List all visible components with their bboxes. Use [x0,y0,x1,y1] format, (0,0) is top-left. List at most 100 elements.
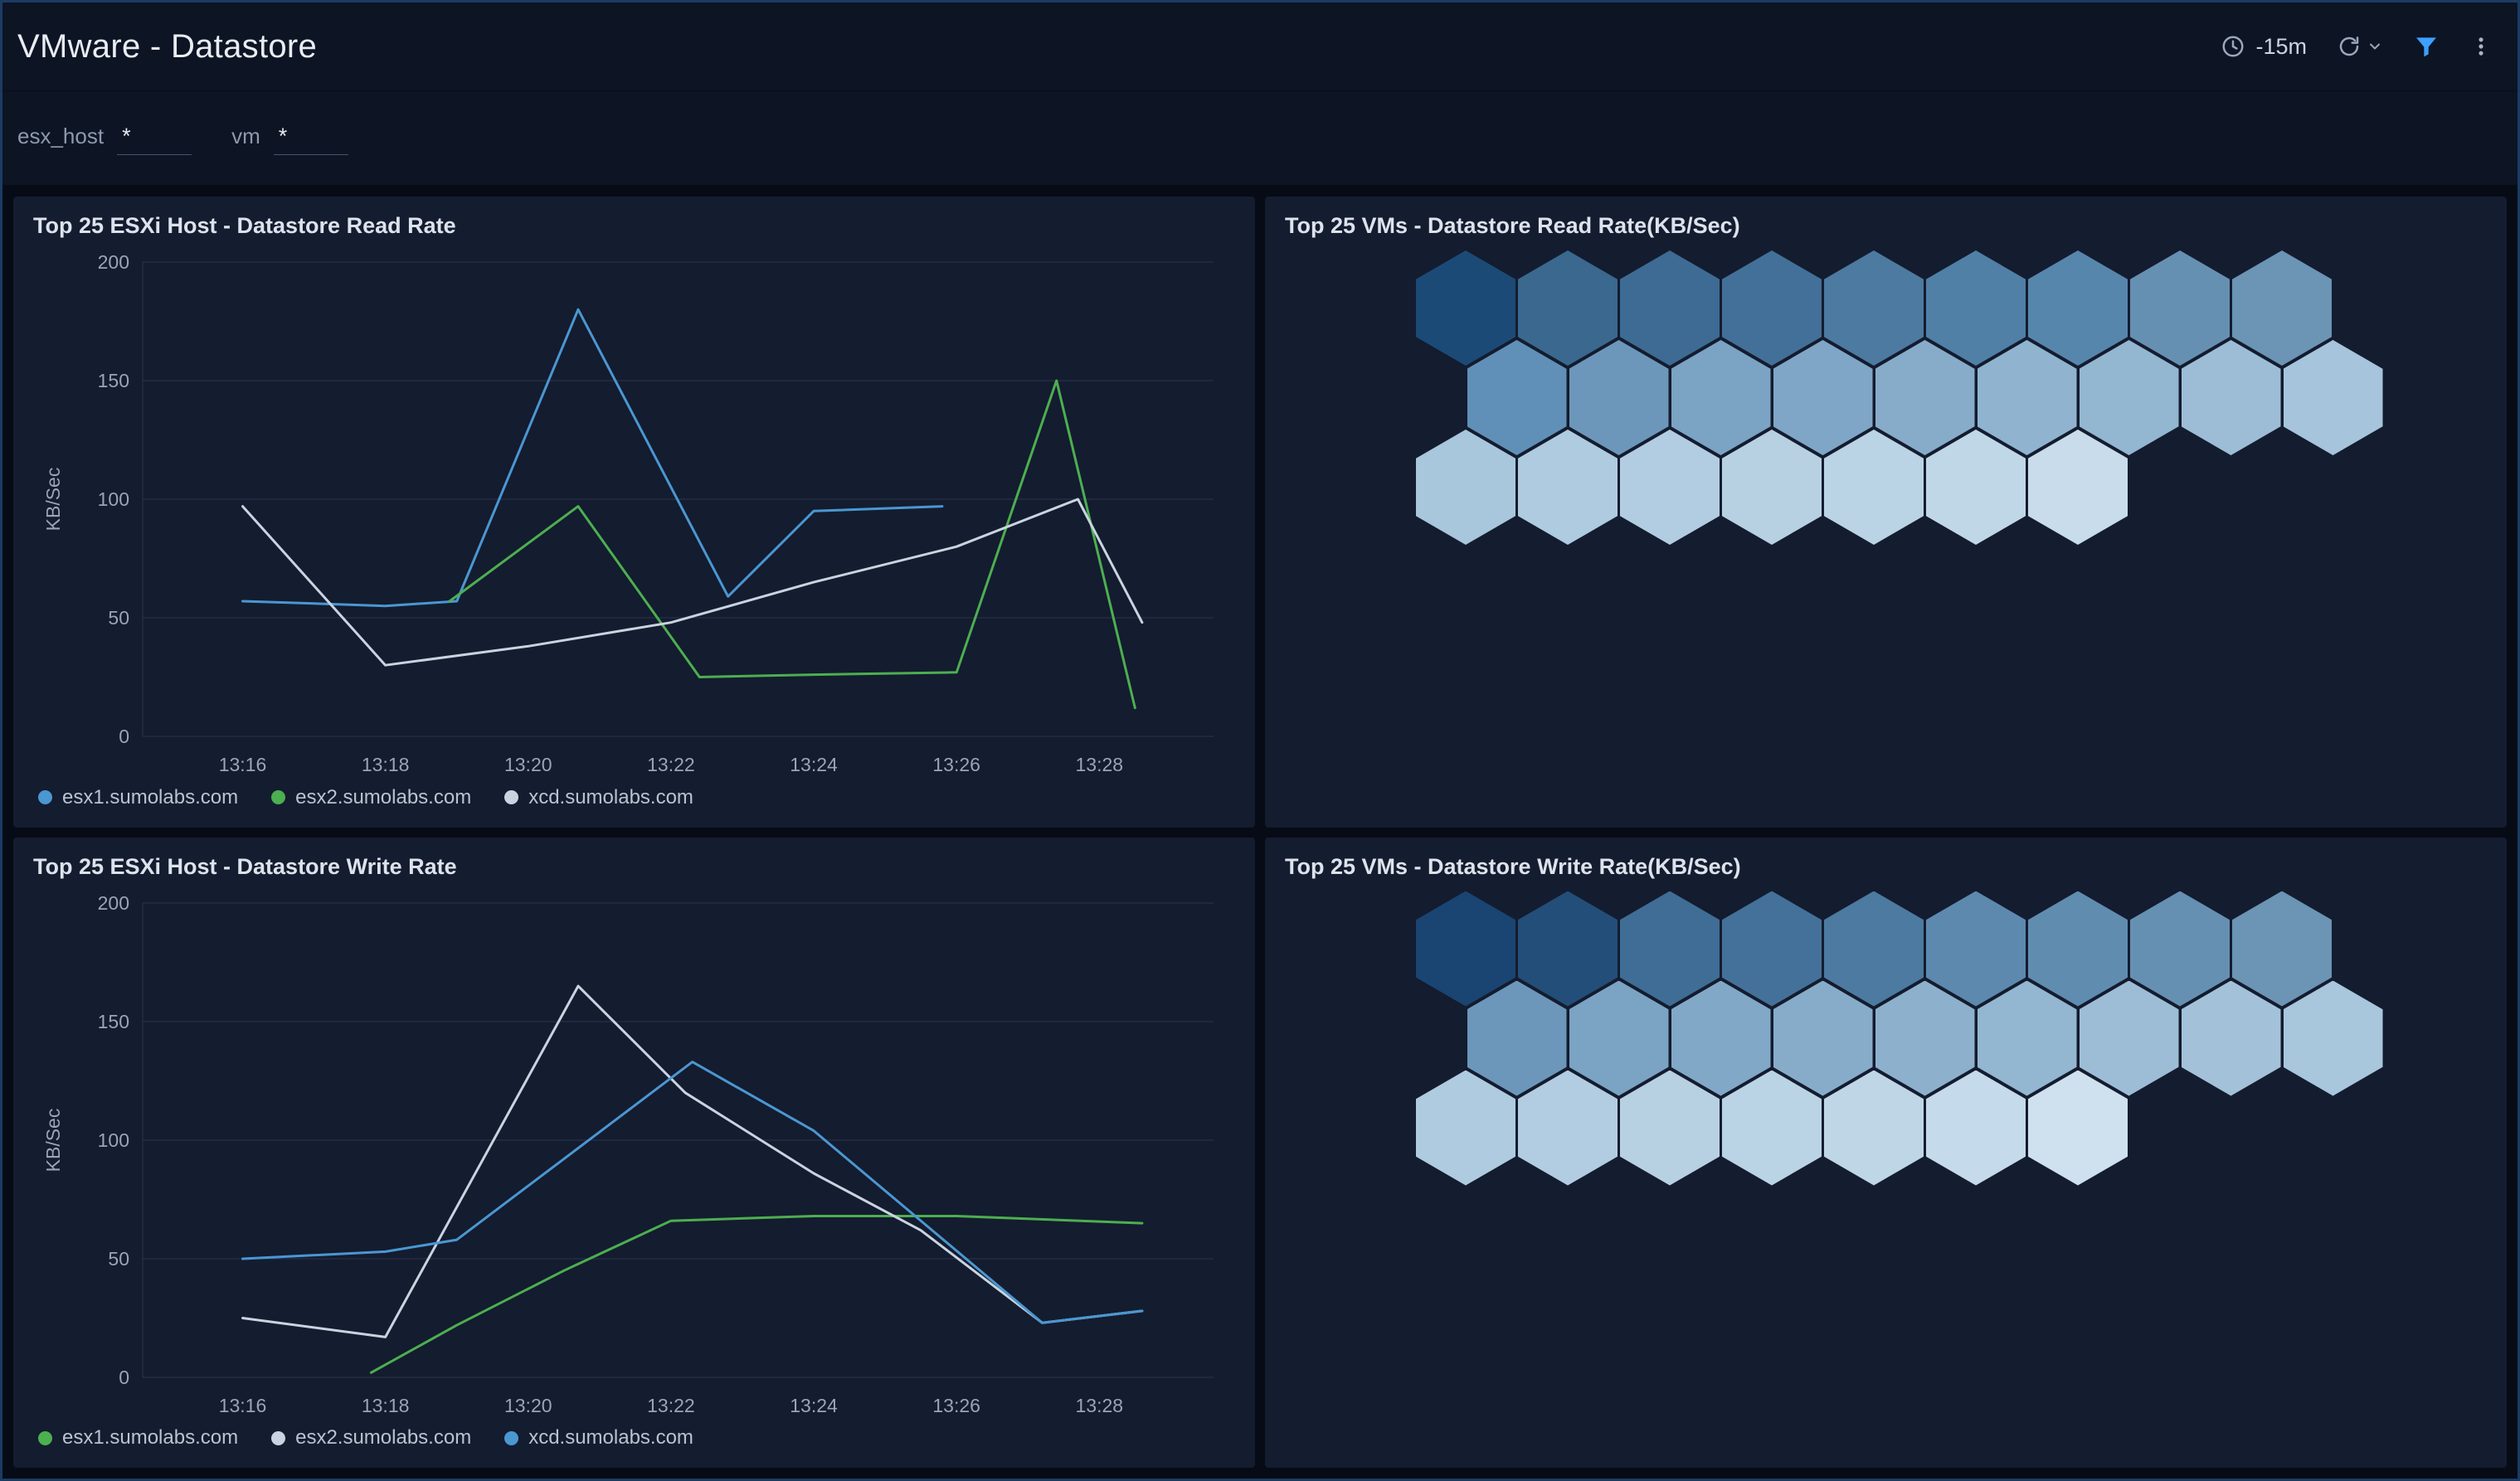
honeycomb-row [1467,340,2488,455]
legend-label: esx1.sumolabs.com [62,1426,239,1449]
series-line [241,984,1144,1338]
line-chart-svg: 0 50 100 150 200 13:16 13:18 13:20 13:22 13:24 13:… [42,892,1214,1416]
vms-read-rate-honeycomb[interactable] [1416,250,2487,545]
honeycomb-cell[interactable] [1518,430,1618,545]
esxi-write-rate-line-chart[interactable]: 0 50 100 150 200 13:16 13:18 13:20 13:22 13:24 13:… [33,883,1235,1420]
dashboard-grid: Top 25 ESXi Host - Datastore Read Rate 0… [13,197,2507,1468]
honeycomb-cell[interactable] [1926,430,2026,545]
svg-text:13:18: 13:18 [362,754,410,775]
legend-label: xcd.sumolabs.com [528,1426,693,1449]
honeycomb-row [1467,980,2488,1096]
svg-text:50: 50 [108,1248,129,1270]
honeycomb-row [1416,1070,2487,1186]
panel-title-vms-write-rate: Top 25 VMs - Datastore Write Rate(KB/Sec… [1285,853,1741,879]
time-range-button[interactable]: -15m [2221,34,2307,60]
svg-text:KB/Sec: KB/Sec [42,468,64,532]
svg-text:13:20: 13:20 [504,754,552,775]
chevron-down-icon [2367,38,2383,55]
legend-item[interactable]: xcd.sumolabs.com [504,1426,693,1449]
filter-input-esx-host[interactable]: * [117,122,192,155]
series-line [369,1214,1144,1374]
honeycomb-cell[interactable] [1518,1070,1618,1186]
honeycomb-cell[interactable] [2028,1070,2128,1186]
svg-text:0: 0 [119,726,129,747]
filter-label-vm: vm [231,123,260,148]
honeycomb-row [1416,430,2487,545]
refresh-button[interactable] [2337,34,2383,59]
more-menu-button[interactable] [2469,35,2493,58]
line-chart-svg: 0 50 100 150 200 13:16 13:18 13:20 13:22 13:24 13:… [42,251,1214,775]
svg-text:0: 0 [119,1367,129,1388]
legend-color-dot-icon [504,1430,519,1445]
panel-title-esxi-write-rate: Top 25 ESXi Host - Datastore Write Rate [33,853,457,879]
honeycomb-cell[interactable] [1416,430,1515,545]
svg-text:13:22: 13:22 [647,1395,695,1416]
legend-item[interactable]: esx1.sumolabs.com [38,786,238,809]
honeycomb-cell[interactable] [1824,1070,1924,1186]
legend-item[interactable]: xcd.sumolabs.com [504,786,693,809]
legend-color-dot-icon [38,1430,52,1445]
svg-text:200: 200 [98,251,129,273]
svg-text:13:24: 13:24 [790,754,838,775]
svg-text:13:26: 13:26 [932,1395,980,1416]
honeycomb-row [1416,250,2487,366]
legend-item[interactable]: esx2.sumolabs.com [271,1426,471,1449]
svg-text:100: 100 [98,1129,129,1151]
honeycomb-cell[interactable] [1620,1070,1720,1186]
filter-button[interactable] [2413,33,2440,60]
honeycomb-cell[interactable] [1620,430,1720,545]
header-actions: -15m [2221,33,2493,60]
time-range-label: -15m [2255,33,2307,59]
filter-field-vm: vm * [231,122,348,155]
filter-label-esx-host: esx_host [17,123,105,148]
svg-text:KB/Sec: KB/Sec [42,1108,64,1172]
svg-text:13:24: 13:24 [790,1395,838,1416]
svg-text:13:16: 13:16 [219,1395,267,1416]
page-title: VMware - Datastore [17,27,318,65]
svg-text:150: 150 [98,1011,129,1032]
svg-text:150: 150 [98,370,129,391]
panel-esxi-read-rate: Top 25 ESXi Host - Datastore Read Rate 0… [13,197,1255,828]
honeycomb-cell[interactable] [2028,430,2128,545]
legend-color-dot-icon [504,790,519,804]
legend-item[interactable]: esx2.sumolabs.com [271,786,471,809]
filter-bar: esx_host * vm * [2,90,2518,185]
svg-text:100: 100 [98,488,129,510]
series-line [241,498,1144,667]
panel-title-vms-read-rate: Top 25 VMs - Datastore Read Rate(KB/Sec) [1285,213,1740,238]
honeycomb-row [1416,891,2487,1007]
svg-text:13:28: 13:28 [1076,1395,1124,1416]
esxi-read-rate-line-chart[interactable]: 0 50 100 150 200 13:16 13:18 13:20 13:22 13:24 13:… [33,242,1235,779]
svg-text:13:20: 13:20 [504,1395,552,1416]
honeycomb-cell[interactable] [1824,430,1924,545]
panel-title-esxi-read-rate: Top 25 ESXi Host - Datastore Read Rate [33,213,456,238]
svg-text:200: 200 [98,892,129,914]
legend-item[interactable]: esx1.sumolabs.com [38,1426,238,1449]
panel-vms-read-rate: Top 25 VMs - Datastore Read Rate(KB/Sec) [1265,197,2507,828]
legend-label: esx2.sumolabs.com [295,785,472,808]
svg-text:13:16: 13:16 [219,754,267,775]
clock-icon [2221,34,2245,59]
series-line [448,379,1136,710]
panel-vms-write-rate: Top 25 VMs - Datastore Write Rate(KB/Sec… [1265,837,2507,1468]
esxi-write-rate-legend: esx1.sumolabs.com esx2.sumolabs.com xcd.su… [33,1420,1235,1451]
esxi-read-rate-legend: esx1.sumolabs.com esx2.sumolabs.com xcd.su… [33,779,1235,811]
honeycomb-cell[interactable] [1416,1070,1515,1186]
legend-label: esx1.sumolabs.com [62,785,239,808]
svg-text:13:18: 13:18 [362,1395,410,1416]
honeycomb-cell[interactable] [1926,1070,2026,1186]
legend-color-dot-icon [271,790,286,804]
honeycomb-cell[interactable] [1722,1070,1822,1186]
vms-write-rate-honeycomb[interactable] [1416,891,2487,1186]
filter-input-vm[interactable]: * [273,122,348,155]
svg-text:13:26: 13:26 [932,754,980,775]
series-line [241,1060,1144,1324]
honeycomb-cell[interactable] [1722,430,1822,545]
filter-field-esx-host: esx_host * [17,122,192,155]
svg-text:13:28: 13:28 [1076,754,1124,775]
legend-color-dot-icon [38,790,52,804]
legend-label: xcd.sumolabs.com [528,785,693,808]
legend-color-dot-icon [271,1430,286,1445]
legend-label: esx2.sumolabs.com [295,1426,472,1449]
